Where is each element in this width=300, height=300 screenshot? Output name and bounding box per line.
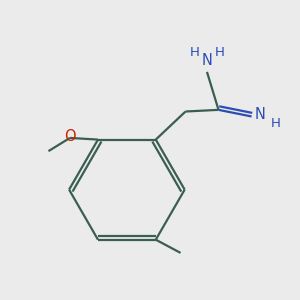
Text: H: H — [214, 46, 224, 59]
Text: H: H — [270, 117, 280, 130]
Text: N: N — [254, 107, 265, 122]
Text: N: N — [202, 53, 212, 68]
Text: O: O — [64, 129, 76, 144]
Text: H: H — [190, 46, 200, 59]
